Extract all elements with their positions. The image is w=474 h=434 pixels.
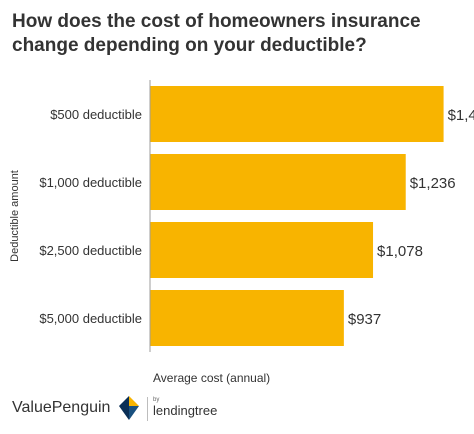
valuepenguin-brand: ValuePenguin [12,399,111,416]
y-tick-label: $1,000 deductible [39,175,142,190]
lendingtree-brand: lendingtree [153,403,218,418]
data-label: $1,236 [410,175,456,192]
valuepenguin-logo-icon [119,396,139,420]
chart-title: How does the cost of homeowners insuranc… [12,11,421,56]
by-label: by [153,397,160,403]
y-axis-label: Deductible amount [9,170,21,262]
data-label: $1,078 [377,243,423,260]
bar [150,86,444,142]
bar [150,154,406,210]
y-tick-label: $2,500 deductible [39,243,142,258]
x-axis-label: Average cost (annual) [153,371,270,385]
data-label: $1,419 [448,107,474,124]
footer-separator [147,397,148,421]
y-tick-label: $5,000 deductible [39,311,142,326]
bar [150,222,374,278]
y-tick-label: $500 deductible [50,107,142,122]
bar-chart: $500 deductible $1,419 $1,000 deductible $1… [9,80,474,385]
data-label: $937 [348,311,381,328]
bar [150,290,344,346]
footer: ValuePenguin by lendingtree [12,393,312,427]
